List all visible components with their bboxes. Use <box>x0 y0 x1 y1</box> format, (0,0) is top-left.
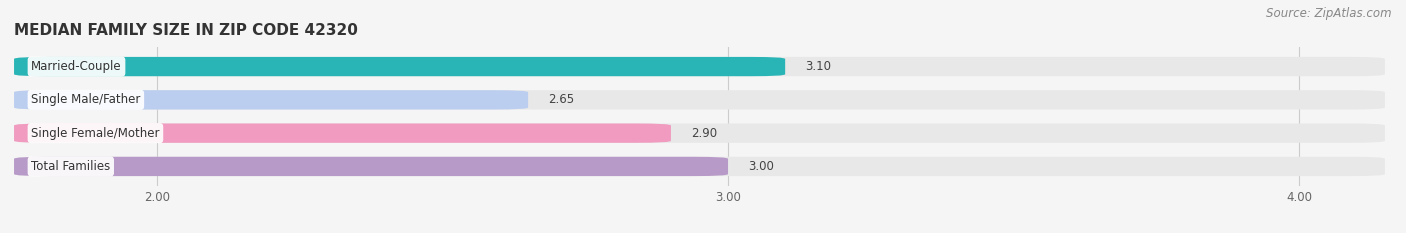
FancyBboxPatch shape <box>14 157 1385 176</box>
Text: Single Male/Father: Single Male/Father <box>31 93 141 106</box>
Text: 3.10: 3.10 <box>806 60 831 73</box>
FancyBboxPatch shape <box>14 123 1385 143</box>
Text: 3.00: 3.00 <box>748 160 773 173</box>
FancyBboxPatch shape <box>14 90 529 110</box>
FancyBboxPatch shape <box>14 57 1385 76</box>
Text: MEDIAN FAMILY SIZE IN ZIP CODE 42320: MEDIAN FAMILY SIZE IN ZIP CODE 42320 <box>14 24 359 38</box>
Text: Source: ZipAtlas.com: Source: ZipAtlas.com <box>1267 7 1392 20</box>
Text: Married-Couple: Married-Couple <box>31 60 122 73</box>
FancyBboxPatch shape <box>14 90 1385 110</box>
Text: 2.90: 2.90 <box>690 127 717 140</box>
Text: Single Female/Mother: Single Female/Mother <box>31 127 160 140</box>
FancyBboxPatch shape <box>14 123 671 143</box>
FancyBboxPatch shape <box>14 157 728 176</box>
Text: Total Families: Total Families <box>31 160 111 173</box>
FancyBboxPatch shape <box>14 57 785 76</box>
Text: 2.65: 2.65 <box>548 93 574 106</box>
